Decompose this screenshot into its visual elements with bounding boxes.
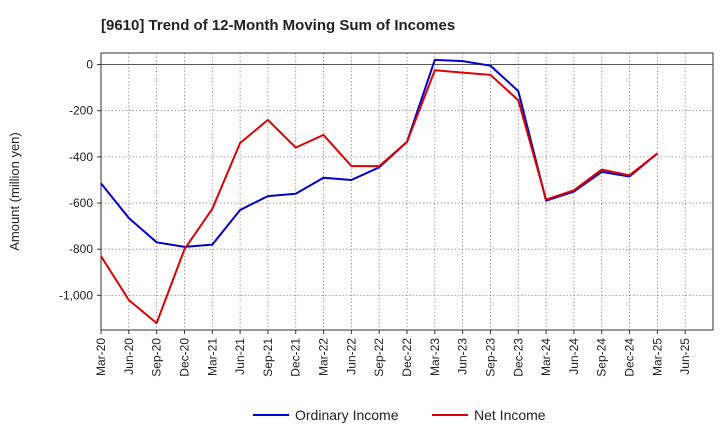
y-tick-label: -600 bbox=[69, 196, 93, 210]
x-tick-label: Dec-20 bbox=[177, 338, 191, 377]
x-tick-label: Jun-24 bbox=[567, 338, 581, 375]
x-tick-label: Sep-22 bbox=[372, 338, 386, 377]
y-axis-ticks: 0 -200 -400 -600 -800 -1,000 bbox=[59, 58, 101, 302]
y-tick-label: -400 bbox=[69, 150, 93, 164]
x-tick-label: Dec-24 bbox=[623, 338, 637, 377]
legend: Ordinary Income Net Income bbox=[253, 407, 546, 423]
y-axis-label: Amount (million yen) bbox=[7, 132, 22, 251]
x-tick-label: Jun-23 bbox=[456, 338, 470, 375]
x-tick-label: Mar-20 bbox=[94, 338, 108, 376]
x-tick-label: Jun-20 bbox=[122, 338, 136, 375]
x-tick-label: Jun-22 bbox=[344, 338, 358, 375]
y-tick-label: -1,000 bbox=[59, 288, 93, 302]
y-tick-label: 0 bbox=[86, 58, 93, 72]
x-axis-ticks: Mar-20 Jun-20 Sep-20 Dec-20 Mar-21 Jun-21 Sep-… bbox=[94, 330, 692, 377]
x-tick-label: Jun-21 bbox=[233, 338, 247, 375]
y-tick-label: -800 bbox=[69, 242, 93, 256]
legend-label-net-income: Net Income bbox=[474, 407, 546, 423]
chart-title: [9610] Trend of 12-Month Moving Sum of I… bbox=[101, 17, 455, 34]
x-tick-label: Sep-23 bbox=[483, 338, 497, 377]
x-tick-label: Dec-23 bbox=[511, 338, 525, 377]
x-tick-label: Mar-25 bbox=[650, 338, 664, 376]
x-tick-label: Sep-24 bbox=[595, 338, 609, 377]
x-tick-label: Sep-20 bbox=[150, 338, 164, 377]
x-tick-label: Dec-21 bbox=[289, 338, 303, 377]
x-tick-label: Mar-24 bbox=[539, 338, 553, 376]
legend-label-ordinary-income: Ordinary Income bbox=[295, 407, 399, 423]
series-line-net-income bbox=[100, 69, 659, 325]
x-tick-label: Dec-22 bbox=[400, 338, 414, 377]
grid bbox=[101, 53, 713, 330]
x-tick-label: Jun-25 bbox=[678, 338, 692, 375]
series-lines bbox=[100, 58, 659, 325]
x-tick-label: Mar-23 bbox=[428, 338, 442, 376]
series-line-ordinary-income bbox=[100, 58, 659, 248]
y-tick-label: -200 bbox=[69, 104, 93, 118]
x-tick-label: Sep-21 bbox=[261, 338, 275, 377]
x-tick-label: Mar-22 bbox=[317, 338, 331, 376]
x-tick-label: Mar-21 bbox=[205, 338, 219, 376]
